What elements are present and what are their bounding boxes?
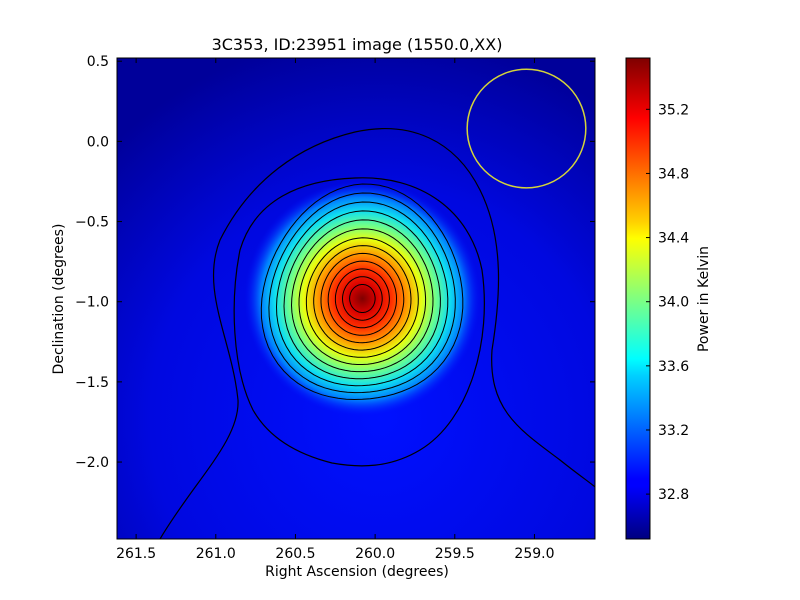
- colorbar-tick-label: 35.2: [658, 102, 689, 118]
- x-axis-label: Right Ascension (degrees): [265, 564, 449, 580]
- y-tick-label: −1.5: [75, 375, 109, 391]
- contour-line: [349, 284, 376, 313]
- colorbar-gradient: [625, 57, 651, 540]
- x-tick-label: 261.0: [196, 546, 236, 562]
- y-tick-label: −0.5: [75, 215, 109, 231]
- plot-area: [117, 58, 595, 539]
- x-tick-label: 260.0: [355, 546, 395, 562]
- contour-line: [275, 201, 449, 387]
- y-tick-label: −1.0: [75, 295, 109, 311]
- x-tick-label: 261.5: [116, 546, 156, 562]
- colorbar-tick-label: 34.8: [658, 166, 689, 182]
- y-tick-label: 0.5: [87, 54, 109, 70]
- colorbar: 32.8 33.2 33.6 34.0 34.4 34.8 35.2 Power in Ke…: [625, 57, 712, 540]
- x-tick-label: 259.0: [514, 546, 554, 562]
- contour-line: [327, 260, 398, 336]
- contour-line: [313, 245, 412, 351]
- contour-line-outer: [233, 177, 485, 467]
- x-axis: 261.5 261.0 260.5 260.0 259.5 259.0: [116, 58, 555, 562]
- colorbar-tick-label: 32.8: [658, 487, 689, 503]
- contour-line: [283, 210, 441, 380]
- contour-line: [341, 276, 383, 321]
- contour-line: [268, 192, 456, 394]
- contour-line: [305, 237, 419, 358]
- contour-line: [320, 252, 405, 344]
- y-axis-label: Declination (degrees): [51, 224, 67, 375]
- contour-line-outer: [159, 128, 595, 539]
- colorbar-ticks: 32.8 33.2 33.6 34.0 34.4 34.8 35.2: [646, 102, 689, 503]
- y-axis: 0.5 0.0 −0.5 −1.0 −1.5 −2.0: [75, 54, 595, 471]
- chart-title: 3C353, ID:23951 image (1550.0,XX): [212, 35, 503, 54]
- y-tick-label: 0.0: [87, 134, 109, 150]
- colorbar-tick-label: 33.6: [658, 359, 689, 375]
- x-tick-label: 259.5: [435, 546, 475, 562]
- y-tick-label: −2.0: [75, 455, 109, 471]
- contour-line: [290, 219, 434, 373]
- colorbar-tick-label: 34.4: [658, 231, 689, 247]
- x-tick-label: 260.5: [275, 546, 315, 562]
- beam-circle: [466, 68, 587, 189]
- colorbar-tick-label: 33.2: [658, 423, 689, 439]
- contour-line: [334, 268, 390, 329]
- contour-line: [260, 183, 464, 401]
- contour-lines: [159, 128, 595, 539]
- colorbar-label: Power in Kelvin: [696, 246, 712, 352]
- colorbar-tick-label: 34.0: [658, 295, 689, 311]
- contour-line: [298, 228, 427, 365]
- plot-frame: [116, 57, 596, 540]
- heatmap-peak-region: [244, 180, 481, 417]
